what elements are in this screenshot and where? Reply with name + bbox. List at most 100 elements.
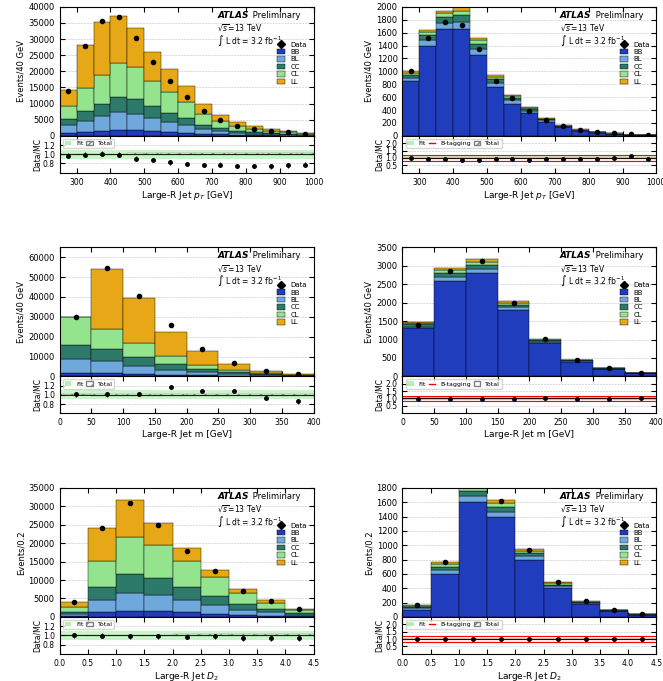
Bar [91,394,123,396]
Legend: Data, BB, BL, CC, CL, LL: Data, BB, BL, CC, CL, LL [617,279,653,328]
Bar [145,578,172,595]
Bar [498,301,530,302]
Bar [402,606,431,607]
Bar [145,523,172,545]
Bar [466,265,498,269]
Bar [111,63,127,97]
Text: ATLAS: ATLAS [217,492,249,501]
Bar [123,394,155,396]
Bar [116,592,145,611]
Bar [93,153,111,155]
Bar [459,496,487,502]
Bar [218,373,250,374]
Bar [229,122,246,126]
Bar [257,609,285,612]
Bar [212,128,229,131]
Bar [123,343,155,357]
Bar [172,586,201,599]
Bar [218,375,250,377]
Text: $\sqrt{s}$=13 TeV: $\sqrt{s}$=13 TeV [217,503,263,514]
Text: Preliminary: Preliminary [593,11,643,20]
Bar [250,394,282,396]
Bar [504,96,521,98]
Bar [572,131,589,136]
Bar [172,599,201,612]
Y-axis label: Data/MC: Data/MC [375,138,384,171]
Text: ATLAS: ATLAS [560,492,591,501]
Bar [538,119,555,121]
Bar [459,491,487,496]
Bar [504,100,521,104]
Y-axis label: Events/40 GeV: Events/40 GeV [365,40,374,102]
Bar [145,635,172,636]
Bar [212,121,229,128]
Bar [201,635,229,636]
Bar [605,134,623,136]
Text: ATLAS: ATLAS [560,11,591,20]
Bar [538,121,555,122]
Bar [521,113,538,136]
Bar [195,114,212,125]
Bar [263,129,280,131]
Bar [402,605,431,606]
Bar [431,564,459,567]
Bar [515,556,544,560]
Bar [459,502,487,617]
Bar [257,603,285,609]
Bar [229,604,257,609]
Bar [60,616,88,617]
Bar [246,126,263,129]
Bar [229,153,246,155]
Bar [88,528,116,561]
Bar [178,86,195,102]
Legend: Fit, B-tagging, Total: Fit, B-tagging, Total [406,379,502,389]
Bar [263,133,280,134]
Bar [161,122,178,132]
Bar [60,125,77,133]
Bar [145,106,161,118]
Text: $\int$ L dt = 3.2 fb$^{-1}$: $\int$ L dt = 3.2 fb$^{-1}$ [560,273,625,288]
Bar [402,607,431,608]
Bar [436,23,453,29]
Text: Preliminary: Preliminary [250,492,300,501]
X-axis label: Large-R Jet $D_2$: Large-R Jet $D_2$ [154,670,219,681]
Bar [250,373,282,375]
Y-axis label: Events/40 GeV: Events/40 GeV [17,40,26,102]
Bar [186,351,218,364]
Text: $\sqrt{s}$=13 TeV: $\sqrt{s}$=13 TeV [217,263,263,274]
Bar [93,75,111,104]
Bar [544,586,572,588]
Y-axis label: Data/MC: Data/MC [32,138,41,171]
Bar [296,133,314,135]
Bar [77,153,93,155]
Bar [88,635,116,636]
Bar [60,607,88,612]
Bar [530,340,561,342]
Bar [296,153,314,155]
Bar [487,507,515,511]
Text: $\int$ L dt = 3.2 fb$^{-1}$: $\int$ L dt = 3.2 fb$^{-1}$ [217,513,282,528]
Bar [521,111,538,113]
Bar [431,574,459,617]
Bar [127,29,145,67]
Text: ATLAS: ATLAS [560,251,591,260]
Bar [172,635,201,636]
Bar [60,133,77,136]
Bar [88,599,116,612]
Bar [402,609,431,617]
Bar [60,90,77,106]
Bar [282,394,314,396]
Bar [201,605,229,614]
Bar [466,269,498,273]
Bar [402,328,434,377]
Bar [123,374,155,377]
Legend: Fit, Total: Fit, Total [63,139,115,148]
Bar [77,89,93,111]
Text: Preliminary: Preliminary [250,11,300,20]
Bar [420,40,436,46]
Bar [60,106,77,118]
Bar [431,570,459,574]
Bar [470,55,487,136]
Bar [436,29,453,136]
Bar [116,635,145,636]
